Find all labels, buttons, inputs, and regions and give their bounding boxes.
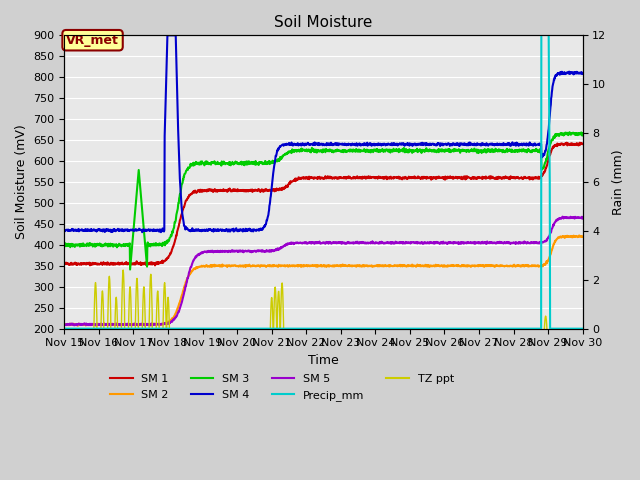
SM 3	[281, 151, 289, 157]
SM 5	[127, 323, 135, 328]
SM 3	[356, 148, 364, 154]
Precip_mm	[122, 326, 129, 332]
SM 3	[122, 242, 129, 248]
SM 1	[356, 174, 364, 180]
SM 1	[281, 185, 289, 191]
Precip_mm	[579, 326, 586, 332]
SM 2	[101, 322, 109, 328]
SM 4	[301, 141, 309, 146]
SM 4	[292, 142, 300, 148]
SM 2	[575, 233, 583, 239]
SM 1	[291, 178, 299, 184]
SM 1	[100, 261, 108, 266]
SM 1	[122, 260, 129, 266]
TZ ppt	[291, 409, 299, 415]
TZ ppt	[100, 409, 108, 415]
SM 2	[579, 234, 586, 240]
Text: VR_met: VR_met	[66, 34, 119, 47]
Y-axis label: Rain (mm): Rain (mm)	[612, 149, 625, 215]
TZ ppt	[301, 409, 308, 415]
SM 5	[301, 240, 308, 246]
SM 2	[301, 263, 308, 269]
Precip_mm	[280, 326, 288, 332]
Line: TZ ppt: TZ ppt	[65, 270, 582, 412]
TZ ppt	[122, 409, 130, 415]
SM 3	[301, 148, 308, 154]
TZ ppt	[579, 409, 586, 415]
TZ ppt	[61, 409, 68, 415]
SM 3	[126, 266, 134, 272]
SM 4	[157, 229, 164, 235]
SM 5	[122, 322, 129, 328]
Line: SM 3: SM 3	[65, 132, 582, 269]
Legend: SM 1, SM 2, SM 3, SM 4, SM 5, Precip_mm, TZ ppt: SM 1, SM 2, SM 3, SM 4, SM 5, Precip_mm,…	[106, 370, 458, 405]
Precip_mm	[355, 326, 363, 332]
SM 5	[356, 240, 364, 246]
X-axis label: Time: Time	[308, 354, 339, 367]
Precip_mm	[300, 326, 308, 332]
SM 2	[291, 263, 299, 269]
SM 1	[563, 140, 570, 145]
SM 5	[100, 321, 108, 327]
SM 2	[281, 262, 289, 268]
Line: SM 4: SM 4	[65, 36, 582, 232]
Title: Soil Moisture: Soil Moisture	[275, 15, 372, 30]
SM 4	[164, 33, 172, 38]
SM 4	[356, 141, 364, 146]
SM 4	[579, 71, 586, 77]
SM 1	[579, 141, 586, 147]
Line: Precip_mm: Precip_mm	[65, 0, 582, 329]
TZ ppt	[119, 267, 127, 273]
SM 5	[291, 240, 299, 246]
SM 5	[579, 215, 586, 221]
SM 4	[122, 227, 129, 232]
SM 3	[100, 242, 108, 248]
SM 5	[61, 322, 68, 328]
SM 5	[281, 243, 289, 249]
SM 5	[559, 214, 566, 219]
SM 1	[151, 263, 159, 268]
SM 2	[122, 321, 130, 327]
Line: SM 1: SM 1	[65, 143, 582, 265]
SM 4	[61, 228, 68, 234]
SM 2	[92, 323, 100, 329]
TZ ppt	[281, 409, 289, 415]
SM 2	[61, 321, 68, 327]
SM 2	[356, 263, 364, 268]
SM 3	[566, 130, 573, 135]
Precip_mm	[100, 326, 108, 332]
TZ ppt	[356, 409, 364, 415]
Precip_mm	[61, 326, 68, 332]
Line: SM 5: SM 5	[65, 216, 582, 325]
Line: SM 2: SM 2	[65, 236, 582, 326]
SM 3	[579, 132, 586, 138]
SM 1	[61, 261, 68, 266]
SM 3	[61, 243, 68, 249]
Y-axis label: Soil Moisture (mV): Soil Moisture (mV)	[15, 125, 28, 240]
SM 1	[301, 175, 308, 181]
Precip_mm	[291, 326, 299, 332]
SM 3	[291, 148, 299, 154]
SM 4	[281, 142, 289, 148]
SM 4	[100, 227, 108, 232]
